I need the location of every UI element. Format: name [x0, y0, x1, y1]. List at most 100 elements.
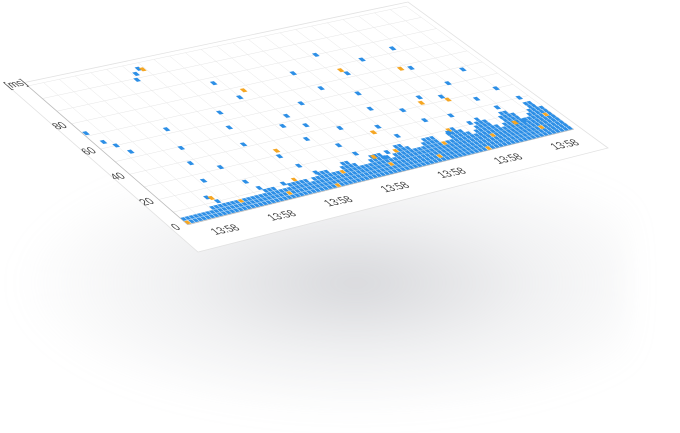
data-point — [302, 136, 311, 142]
density-cell — [375, 173, 383, 177]
grid-line-vertical — [169, 55, 333, 190]
density-cell — [533, 122, 541, 127]
density-cell — [346, 176, 354, 180]
density-cell — [440, 153, 448, 157]
data-point — [458, 67, 467, 72]
density-cell — [371, 157, 379, 162]
density-cell — [489, 129, 497, 133]
grid-line-vertical — [295, 29, 462, 158]
x-tick-label: 13:58 — [378, 181, 413, 195]
density-cell — [521, 125, 529, 129]
density-cell — [464, 147, 472, 151]
density-cell — [493, 136, 501, 140]
density-cell — [484, 146, 492, 150]
density-cell — [513, 127, 521, 131]
grid-line-horizontal — [144, 95, 529, 188]
density-cell — [529, 131, 537, 135]
density-cell — [526, 108, 534, 113]
density-cell — [282, 187, 290, 192]
density-cell — [496, 143, 504, 147]
x-tick-label: 13:58 — [265, 209, 300, 223]
density-cell — [469, 134, 477, 138]
density-cell — [420, 146, 428, 150]
density-cell — [553, 125, 561, 129]
density-cell — [395, 164, 403, 168]
density-cell — [436, 158, 444, 162]
grid-line-horizontal — [42, 17, 422, 99]
density-cell — [415, 163, 423, 167]
density-cell — [403, 166, 411, 170]
density-cell — [245, 201, 253, 205]
density-cell — [407, 157, 415, 161]
grid-line-horizontal — [85, 50, 468, 137]
density-cell — [318, 179, 326, 183]
density-cell — [302, 187, 310, 191]
density-cell — [224, 206, 232, 210]
density-cell — [525, 132, 533, 136]
density-cell — [322, 182, 330, 186]
density-cell — [493, 128, 501, 132]
density-cell — [241, 202, 249, 206]
density-cell — [485, 126, 493, 131]
density-cell — [428, 140, 436, 144]
y-tick-label: 20 — [137, 197, 158, 208]
data-point — [369, 154, 378, 159]
density-cell — [366, 175, 374, 179]
y-tick-label: 40 — [108, 171, 129, 182]
density-cell — [400, 146, 408, 151]
density-cell — [419, 162, 427, 166]
density-cell — [220, 207, 228, 211]
density-cell — [541, 124, 549, 128]
density-cell — [318, 174, 326, 179]
data-point — [282, 113, 291, 118]
data-point — [199, 178, 208, 183]
density-cell — [375, 152, 383, 157]
density-cell — [480, 143, 488, 147]
density-cell — [472, 149, 480, 153]
density-cell — [232, 208, 240, 213]
density-cell — [509, 132, 517, 136]
density-cell — [517, 122, 525, 127]
density-cell — [545, 123, 553, 127]
density-cell — [452, 134, 460, 138]
density-cell — [509, 116, 517, 121]
density-cell — [407, 161, 415, 165]
density-cell — [395, 160, 403, 164]
density-cell — [484, 142, 492, 146]
data-point — [511, 120, 519, 125]
density-cell — [367, 171, 375, 175]
grid-line-vertical — [279, 32, 446, 162]
density-cell — [297, 192, 305, 197]
density-cell — [200, 216, 208, 221]
data-point — [99, 139, 108, 145]
density-cell — [533, 126, 541, 130]
data-point — [366, 106, 375, 111]
density-cell — [330, 171, 339, 176]
density-cell — [456, 141, 464, 145]
density-cell — [184, 216, 192, 220]
density-cell — [448, 151, 456, 155]
data-point — [213, 199, 222, 204]
density-cell — [436, 142, 444, 146]
density-cell — [550, 118, 558, 123]
density-cell — [314, 188, 322, 193]
density-cell — [537, 121, 545, 126]
density-cell — [379, 168, 387, 172]
density-cell — [257, 193, 265, 198]
density-cell — [465, 131, 473, 135]
density-cell — [363, 172, 371, 176]
density-cell — [310, 189, 318, 194]
density-cell — [542, 108, 550, 113]
data-point — [209, 81, 218, 86]
grid-line-horizontal — [100, 61, 483, 150]
density-cell — [399, 155, 407, 159]
density-cell — [517, 130, 525, 134]
density-cell — [481, 135, 489, 139]
density-cell — [452, 154, 460, 158]
density-cell — [350, 175, 358, 179]
chart-card — [7, 1, 609, 253]
data-point — [437, 94, 446, 99]
density-cell — [541, 128, 549, 132]
density-cell — [464, 139, 472, 143]
density-cell — [452, 146, 460, 150]
